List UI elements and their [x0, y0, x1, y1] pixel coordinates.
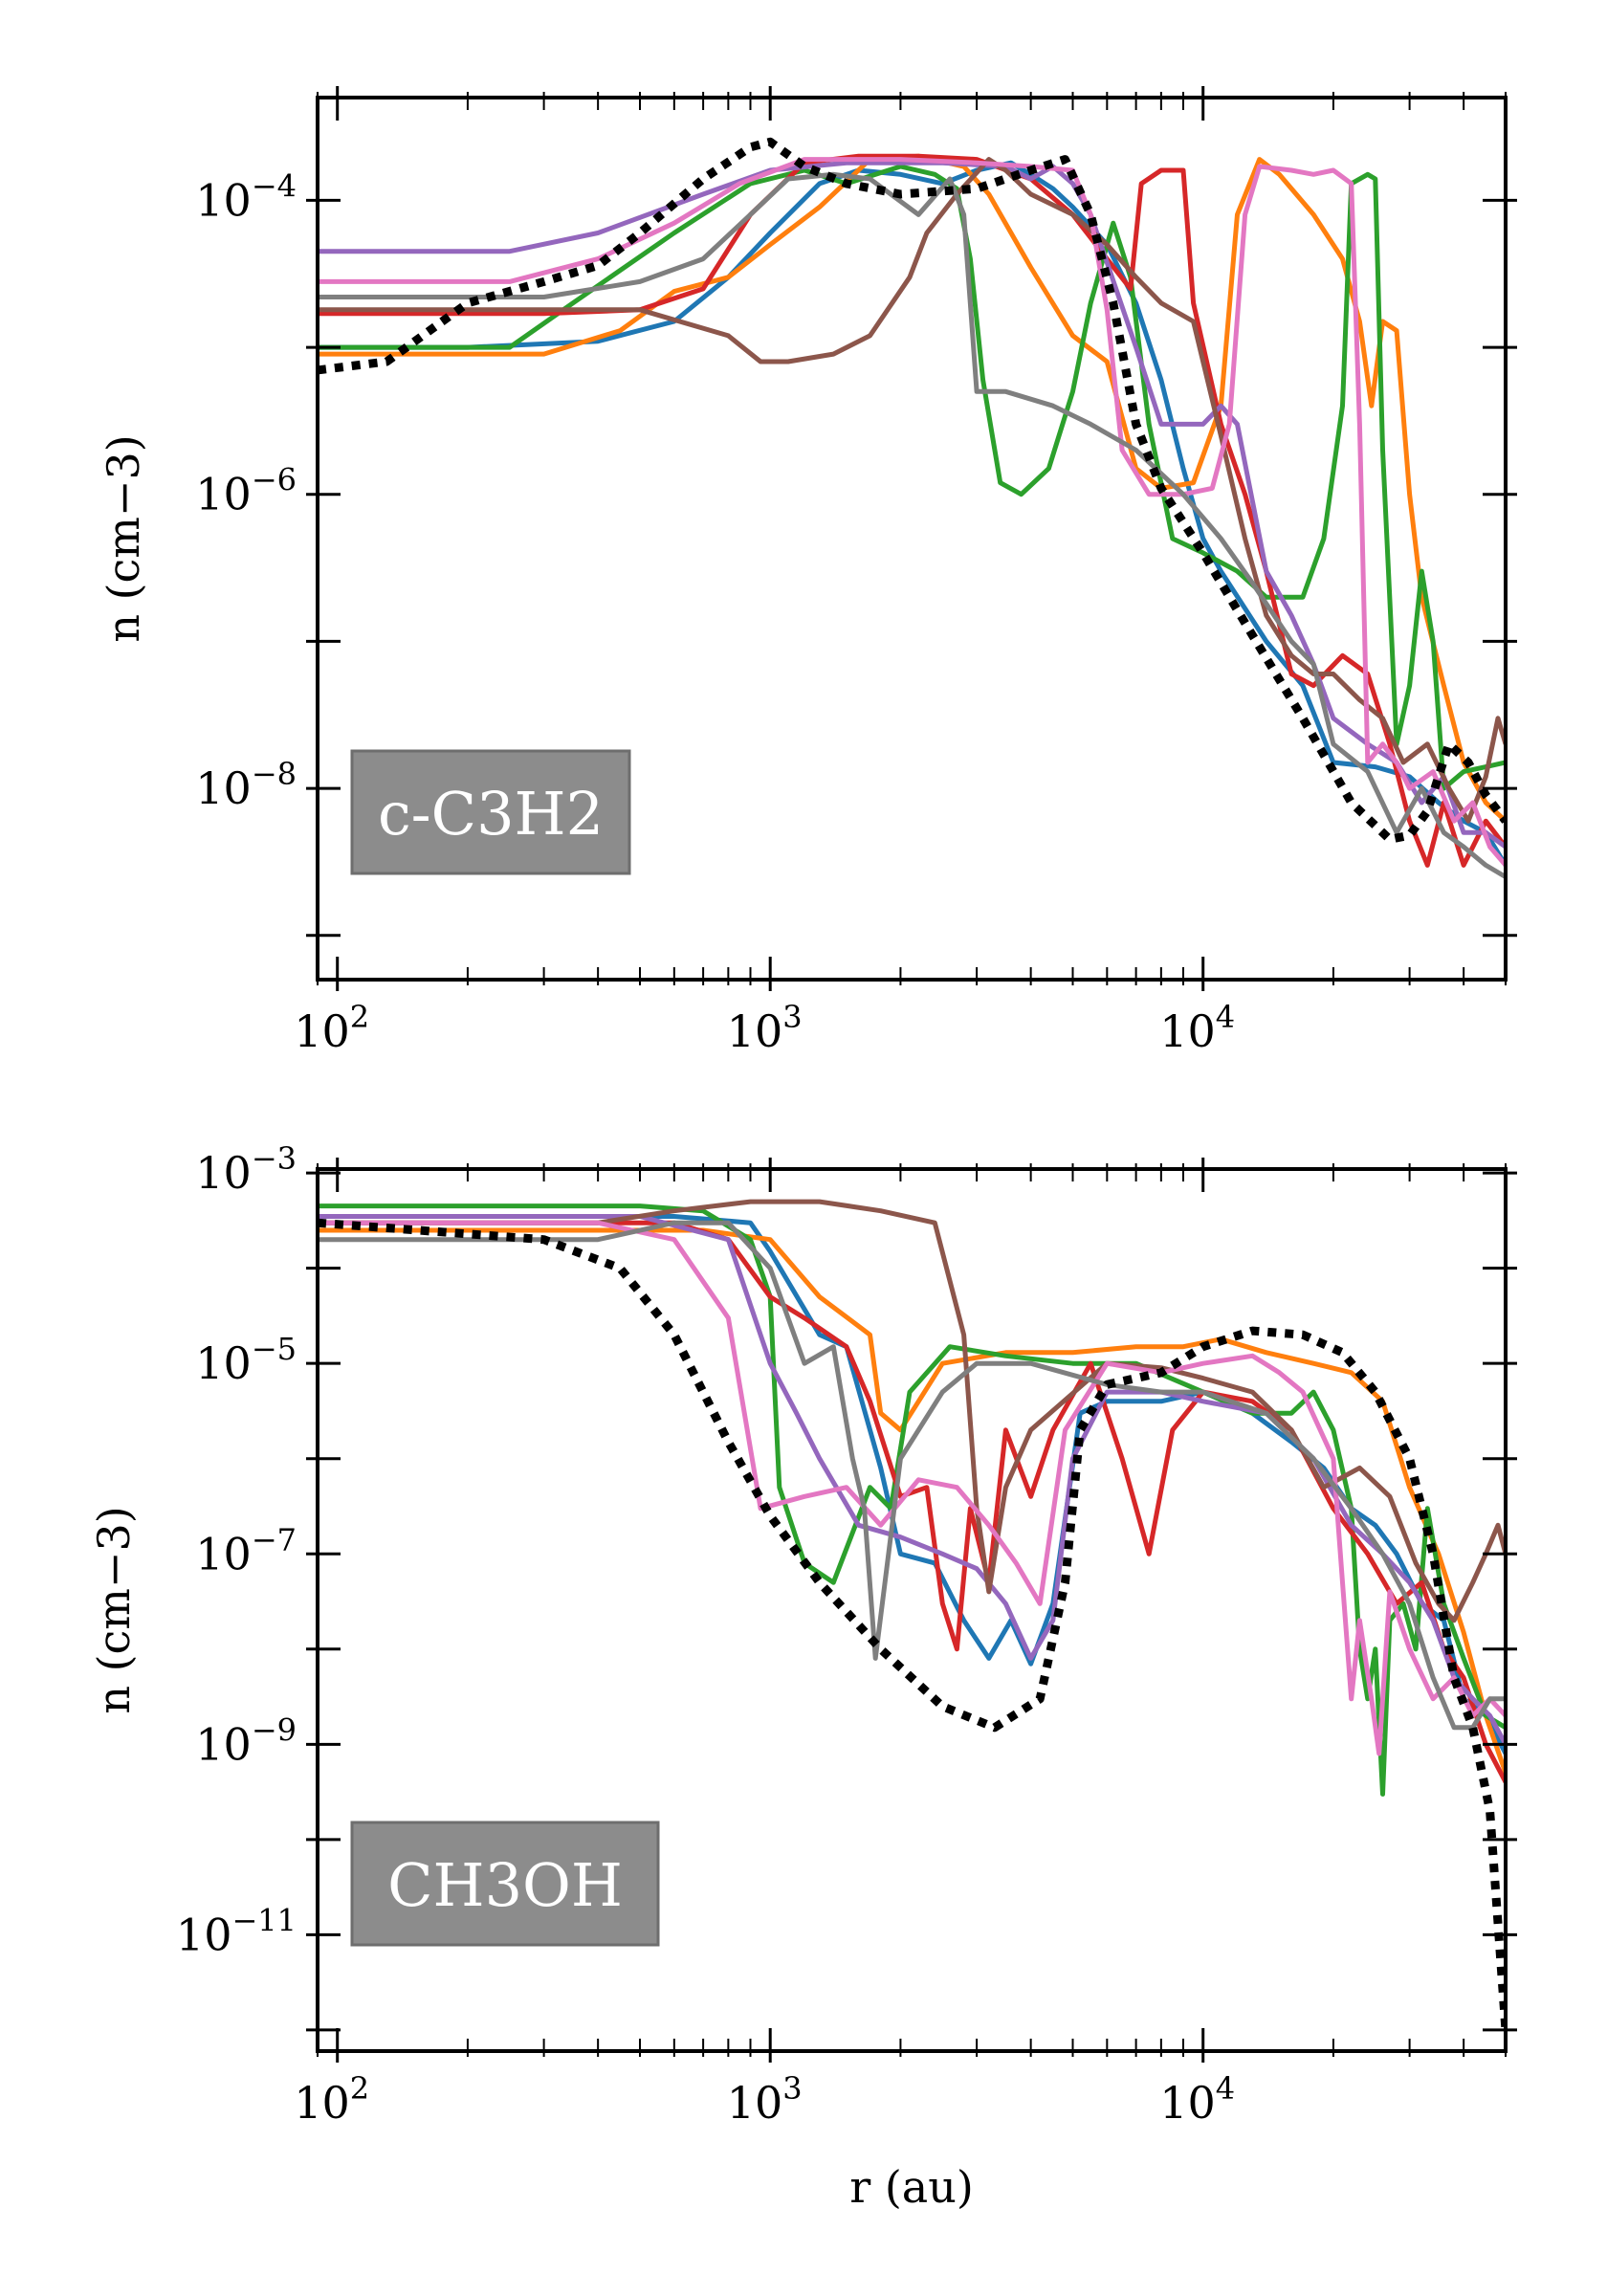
ticks-top	[306, 86, 1517, 991]
species-badge-background	[350, 749, 631, 875]
y-tick-label: 10−7	[195, 1521, 297, 1579]
y-tick-label: 10−4	[195, 167, 297, 226]
series-line-model	[318, 1218, 1506, 2031]
y-tick-label: 10−8	[195, 756, 297, 814]
plot-frame-bottom	[316, 1167, 1508, 2053]
series-line-red	[318, 1220, 1506, 1784]
x-tick-label: 103	[727, 999, 803, 1057]
y-axis-label-top: n (cm−3)	[98, 434, 149, 642]
x-tick-label: 104	[1159, 999, 1235, 1057]
tick-labels-top: 102 103 104 10−4 10−6 10−8	[195, 167, 1235, 1057]
panel-top: 102 103 104 10−4 10−6 10−8 n (cm−3) c-C3H2	[98, 86, 1517, 1057]
species-badge-bottom: CH3OH	[350, 1821, 660, 1947]
species-label-bottom: CH3OH	[387, 1850, 623, 1920]
series-line-orange	[318, 153, 1506, 824]
x-tick-label: 103	[727, 2070, 803, 2129]
ticks-bottom	[306, 1158, 1517, 2063]
series-line-gray	[318, 171, 1506, 879]
y-tick-label: 10−5	[195, 1331, 297, 1389]
series-line-model	[318, 137, 1506, 844]
y-tick-label: 10−9	[195, 1711, 297, 1770]
series-lines-top	[318, 137, 1506, 879]
y-axis-label-bottom: n (cm−3)	[88, 1506, 140, 1713]
plot-frame-top	[316, 96, 1508, 982]
y-tick-label: 10−3	[195, 1140, 297, 1199]
x-tick-label: 102	[294, 2070, 369, 2129]
y-tick-label: 10−11	[176, 1902, 297, 1960]
species-label-top: c-C3H2	[378, 779, 604, 849]
series-line-gray	[318, 1220, 1506, 1731]
species-badge-top: c-C3H2	[350, 749, 631, 875]
series-line-purple	[318, 1214, 1506, 1746]
series-lines-bottom	[318, 1199, 1506, 2031]
series-line-green	[318, 1203, 1506, 1797]
species-badge-background	[350, 1821, 660, 1947]
x-tick-label: 102	[294, 999, 369, 1057]
series-line-pink	[318, 1220, 1506, 1756]
series-line-brown	[318, 157, 1506, 824]
x-tick-label: 104	[1159, 2070, 1235, 2129]
series-line-pink	[318, 157, 1506, 868]
y-tick-label: 10−6	[195, 462, 297, 520]
x-axis-label: r (au)	[849, 2161, 974, 2213]
